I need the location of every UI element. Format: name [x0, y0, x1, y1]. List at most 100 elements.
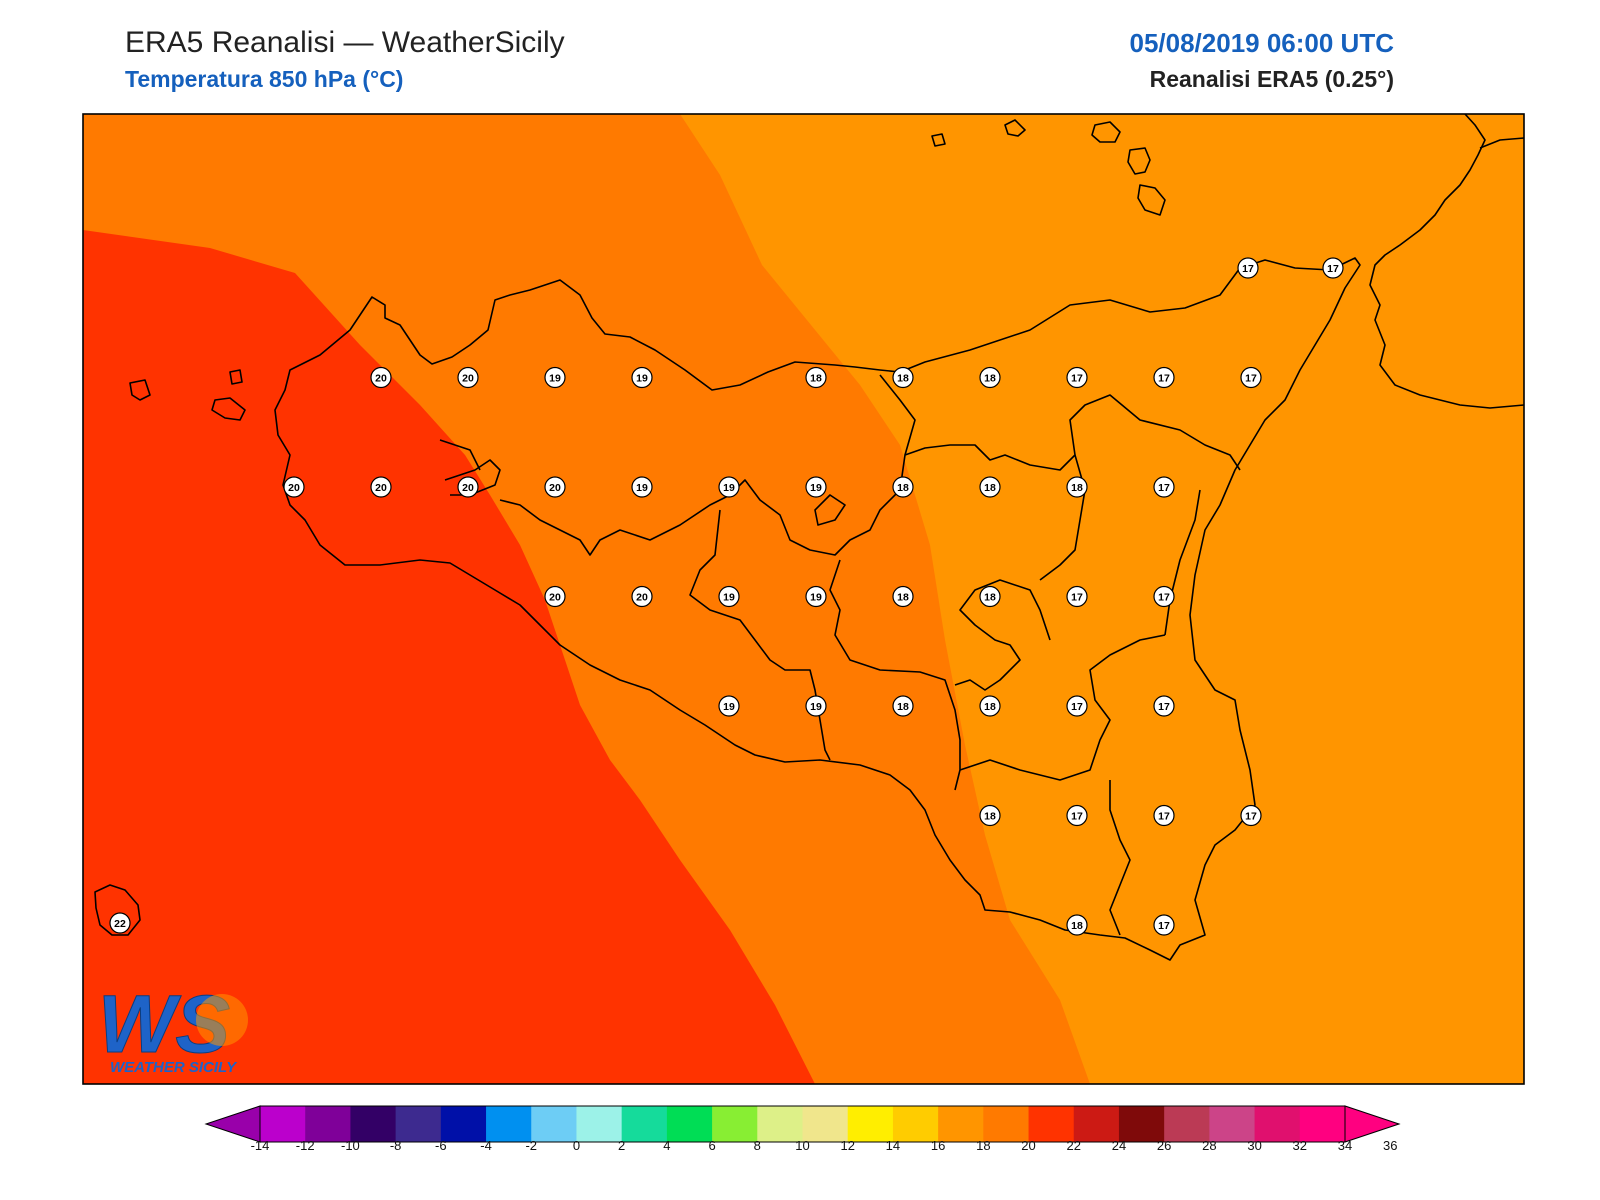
station-circle	[979, 695, 1001, 717]
station-value: 17	[1071, 811, 1083, 823]
station-marker: 17	[1153, 914, 1175, 936]
map-subtitle: Temperatura 850 hPa (°C)	[125, 66, 404, 92]
station-circle	[1066, 476, 1088, 498]
station-circle	[544, 585, 566, 608]
station-value: 20	[462, 373, 474, 385]
station-value: 17	[1071, 592, 1083, 604]
station-circle	[1237, 257, 1259, 279]
station-circle	[631, 476, 653, 498]
station-circle	[979, 476, 1001, 498]
station-circle	[979, 585, 1001, 608]
colorbar-tick-label: 12	[840, 1138, 855, 1153]
colorbar-swatch	[531, 1106, 577, 1142]
colorbar-swatch	[712, 1106, 758, 1142]
station-circle	[1153, 914, 1175, 936]
station-marker: 17	[1066, 585, 1088, 608]
colorbar-tick-label: 2	[618, 1138, 626, 1153]
colorbar-swatch	[621, 1106, 668, 1142]
station-value: 19	[810, 482, 822, 494]
colorbar-swatch	[666, 1106, 713, 1142]
station-circle	[1240, 804, 1262, 827]
station-value: 20	[375, 482, 387, 494]
colorbar-tick-label: 30	[1247, 1138, 1262, 1153]
station-marker: 18	[892, 476, 914, 498]
station-marker: 18	[979, 804, 1001, 827]
station-value: 20	[375, 373, 387, 385]
station-circle	[1153, 695, 1175, 717]
station-circle	[718, 585, 740, 608]
station-circle	[1066, 695, 1088, 717]
station-circle	[805, 366, 827, 389]
station-marker: 18	[892, 585, 914, 608]
band-22-24	[83, 230, 815, 1084]
station-marker: 17	[1153, 695, 1175, 717]
data-source: Reanalisi ERA5 (0.25°)	[1149, 66, 1394, 92]
station-marker: 18	[892, 366, 914, 389]
station-value: 18	[897, 592, 909, 604]
colorbar-tick-label: 18	[976, 1138, 991, 1153]
station-circle	[631, 585, 653, 608]
colorbar-tick-label: -4	[480, 1138, 492, 1153]
colorbar-swatch	[350, 1106, 397, 1142]
station-marker: 19	[544, 366, 566, 389]
station-value: 20	[549, 482, 561, 494]
station-marker: 17	[1237, 257, 1259, 279]
station-marker: 19	[718, 476, 740, 498]
station-circle	[892, 695, 914, 717]
colorbar-tick-label: 10	[795, 1138, 810, 1153]
station-marker: 17	[1066, 695, 1088, 717]
station-value: 17	[1158, 701, 1170, 713]
colorbar-swatch	[486, 1106, 532, 1142]
station-value: 17	[1158, 920, 1170, 932]
colorbar-tick-label: -14	[250, 1138, 270, 1153]
station-circle	[805, 476, 827, 498]
station-marker: 20	[631, 585, 653, 608]
station-marker: 18	[979, 695, 1001, 717]
colorbar-tick-label: -2	[525, 1138, 538, 1153]
station-value: 18	[897, 373, 909, 385]
station-marker: 20	[283, 476, 305, 498]
colorbar-tick-label: 22	[1066, 1138, 1081, 1153]
colorbar-under-arrow	[204, 1105, 261, 1143]
station-value: 19	[636, 373, 648, 385]
colorbar-tick-label: 8	[753, 1138, 761, 1153]
station-marker: 17	[1066, 804, 1088, 827]
station-value: 18	[1071, 482, 1083, 494]
station-marker: 19	[805, 695, 827, 717]
station-circle	[805, 695, 827, 717]
station-value: 20	[462, 482, 474, 494]
station-circle	[1240, 366, 1262, 389]
station-markers: 17 17 20 20 19 19 18 18 18 17 17 17 20 20 20 20 19 19 19 18…	[109, 257, 1344, 936]
colorbar-swatch	[847, 1106, 894, 1142]
colorbar-swatch	[1028, 1106, 1075, 1142]
station-circle	[892, 476, 914, 498]
station-value: 20	[549, 592, 561, 604]
station-marker: 19	[718, 695, 740, 717]
colorbar-tick-label: 14	[885, 1138, 901, 1153]
station-marker: 17	[1153, 366, 1175, 389]
station-marker: 22	[109, 912, 131, 934]
colorbar-swatch	[1073, 1106, 1120, 1142]
station-value: 18	[984, 373, 996, 385]
colorbar-tick-label: 16	[930, 1138, 946, 1153]
colorbar-swatch	[1209, 1106, 1256, 1142]
station-value: 17	[1245, 811, 1257, 823]
station-value: 17	[1158, 592, 1170, 604]
logo-text: WEATHER SICILY	[110, 1059, 238, 1076]
station-marker: 20	[457, 366, 479, 389]
station-value: 19	[723, 482, 735, 494]
station-marker: 18	[979, 585, 1001, 608]
station-circle	[1153, 585, 1175, 608]
station-circle	[1066, 585, 1088, 608]
station-marker: 19	[631, 366, 653, 389]
colorbar-swatch	[802, 1106, 849, 1142]
station-value: 17	[1158, 482, 1170, 494]
station-circle	[1066, 366, 1088, 389]
station-circle	[892, 585, 914, 608]
station-circle	[544, 366, 566, 389]
colorbar-tick-label: 28	[1202, 1138, 1217, 1153]
colorbar-swatch	[1118, 1106, 1165, 1142]
station-marker: 17	[1153, 585, 1175, 608]
colorbar-swatch	[757, 1106, 803, 1142]
station-circle	[370, 476, 392, 498]
